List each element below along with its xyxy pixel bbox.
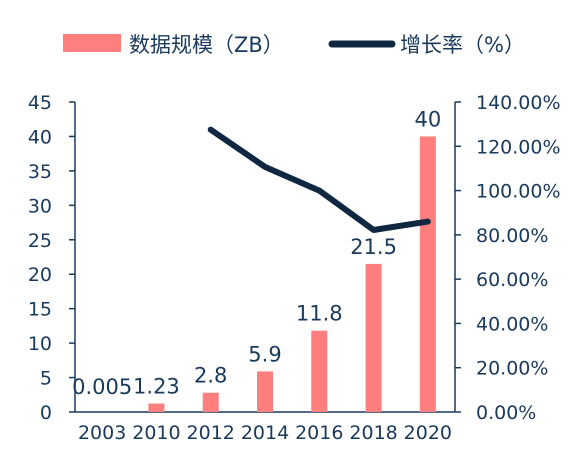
- y-left-tick-label: 15: [28, 299, 52, 321]
- legend-label-line: 增长率（%）: [400, 33, 525, 57]
- x-tick-label: 2010: [132, 422, 180, 444]
- y-left-tick-label: 25: [28, 230, 52, 252]
- bar: [311, 330, 328, 412]
- y-left-tick-label: 30: [28, 195, 52, 217]
- growth-line: [207, 126, 431, 233]
- y-left-tick-label: 35: [28, 161, 52, 183]
- bar-data-label: 0.005: [72, 375, 132, 399]
- bar-data-label: 21.5: [350, 235, 397, 259]
- bar-data-label: 11.8: [296, 302, 343, 326]
- y-left-tick-label: 10: [28, 333, 52, 355]
- y-right-tick-label: 0.00%: [476, 402, 536, 424]
- bar: [257, 371, 273, 412]
- y-left-tick-label: 20: [28, 264, 52, 286]
- y-right-tick-label: 140.00%: [476, 92, 561, 114]
- plot-area: 0 5 10 15 20 25 30 35 40 45 0.00% 20.00% 40.00% 60.00…: [28, 92, 561, 444]
- bar-data-label: 1.23: [133, 375, 180, 399]
- y-left-tick-label: 45: [28, 92, 52, 114]
- x-tick-label: 2014: [241, 422, 289, 444]
- y-left-tick-label: 5: [40, 368, 52, 390]
- bar-data-label: 2.8: [194, 364, 227, 388]
- x-tick-label: 2018: [349, 422, 397, 444]
- bar: [419, 136, 436, 412]
- y-right-tick-label: 40.00%: [476, 313, 548, 335]
- legend-swatch-bar: [63, 34, 121, 52]
- y-right-tick-label: 20.00%: [476, 358, 548, 380]
- x-tick-label: 2020: [404, 422, 452, 444]
- y-right-tick-label: 60.00%: [476, 269, 548, 291]
- y-left-tick-label: 40: [28, 126, 52, 148]
- legend: 数据规模（ZB） 增长率（%）: [63, 33, 525, 57]
- y-left-tick-label: 0: [40, 402, 52, 424]
- x-tick-label: 2003: [78, 422, 126, 444]
- bar-data-label: 5.9: [248, 342, 281, 366]
- bar: [148, 403, 165, 412]
- y-right-tick-label: 120.00%: [476, 136, 561, 158]
- bar: [202, 392, 219, 412]
- y-right-tick-label: 100.00%: [476, 181, 561, 203]
- x-tick-label: 2016: [295, 422, 343, 444]
- bar: [365, 263, 382, 412]
- legend-label-bar: 数据规模（ZB）: [129, 33, 284, 57]
- y-right-tick-label: 80.00%: [476, 225, 548, 247]
- x-tick-label: 2012: [187, 422, 235, 444]
- bar-data-label: 40: [414, 107, 441, 131]
